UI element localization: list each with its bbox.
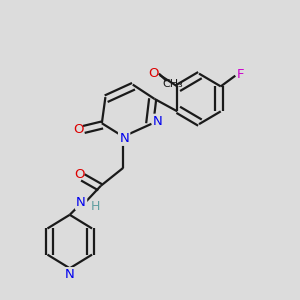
- Text: CH₃: CH₃: [162, 79, 183, 89]
- Text: O: O: [148, 67, 159, 80]
- Text: O: O: [73, 123, 83, 136]
- Text: N: N: [65, 268, 75, 281]
- Text: N: N: [153, 115, 163, 128]
- Text: O: O: [74, 168, 85, 181]
- Text: N: N: [119, 132, 129, 145]
- Text: H: H: [90, 200, 100, 213]
- Text: F: F: [237, 68, 244, 81]
- Text: N: N: [76, 196, 86, 209]
